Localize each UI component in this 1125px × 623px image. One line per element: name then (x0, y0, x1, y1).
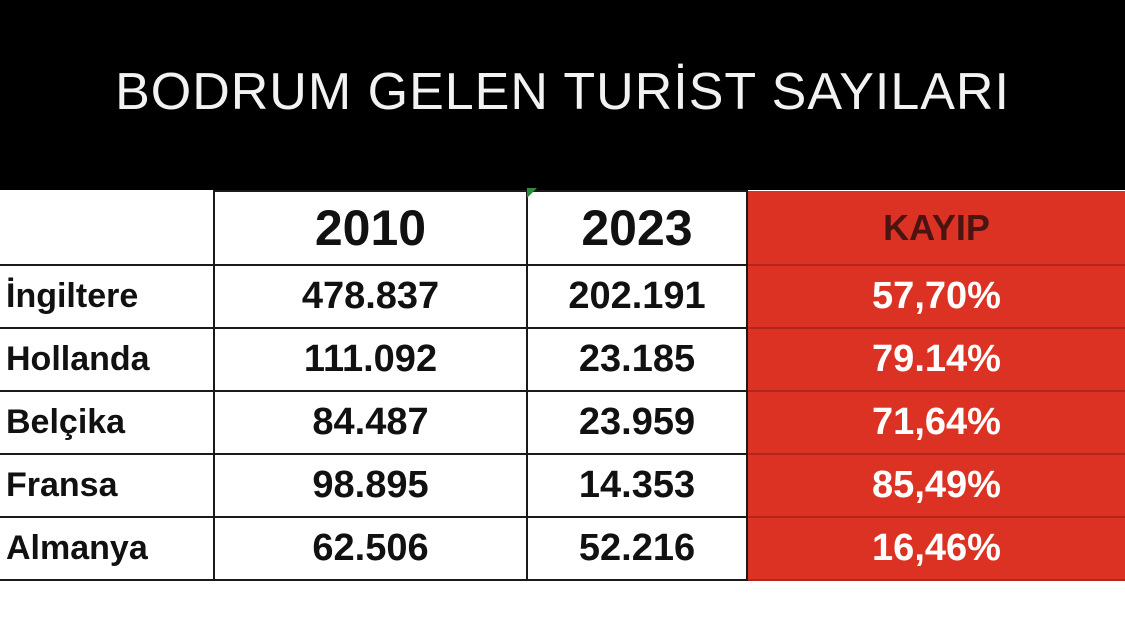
header-loss: KAYIP (746, 191, 1125, 266)
loss-cell: 16,46% (746, 516, 1125, 581)
loss-cell: 57,70% (746, 264, 1125, 329)
country-cell: Hollanda (0, 327, 215, 392)
value-2010-cell: 84.487 (213, 390, 528, 455)
header-country-cell (0, 191, 215, 266)
country-cell: Belçika (0, 390, 215, 455)
title-banner (0, 0, 1125, 190)
cell-comment-marker (527, 188, 537, 198)
loss-cell: 79.14% (746, 327, 1125, 392)
loss-cell: 71,64% (746, 390, 1125, 455)
country-cell: Fransa (0, 453, 215, 518)
table-header-row: 2010 2023 KAYIP (0, 190, 1125, 266)
table-row: İngiltere 478.837 202.191 57,70% (0, 264, 1125, 329)
value-2023-cell: 202.191 (526, 264, 748, 329)
value-2023-cell: 52.216 (526, 516, 748, 581)
value-2010-cell: 62.506 (213, 516, 528, 581)
header-2023: 2023 (526, 190, 748, 266)
header-2010: 2010 (213, 190, 528, 266)
value-2023-cell: 23.185 (526, 327, 748, 392)
table-row: Hollanda 111.092 23.185 79.14% (0, 327, 1125, 392)
value-2023-cell: 14.353 (526, 453, 748, 518)
table-row: Almanya 62.506 52.216 16,46% (0, 516, 1125, 581)
tourist-table: 2010 2023 KAYIP İngiltere 478.837 202.19… (0, 190, 1125, 581)
table-row: Fransa 98.895 14.353 85,49% (0, 453, 1125, 518)
country-cell: İngiltere (0, 264, 215, 329)
value-2010-cell: 98.895 (213, 453, 528, 518)
value-2023-cell: 23.959 (526, 390, 748, 455)
value-2010-cell: 111.092 (213, 327, 528, 392)
value-2010-cell: 478.837 (213, 264, 528, 329)
country-cell: Almanya (0, 516, 215, 581)
page-title: BODRUM GELEN TURİST SAYILARI (115, 63, 1010, 121)
table-row: Belçika 84.487 23.959 71,64% (0, 390, 1125, 455)
loss-cell: 85,49% (746, 453, 1125, 518)
